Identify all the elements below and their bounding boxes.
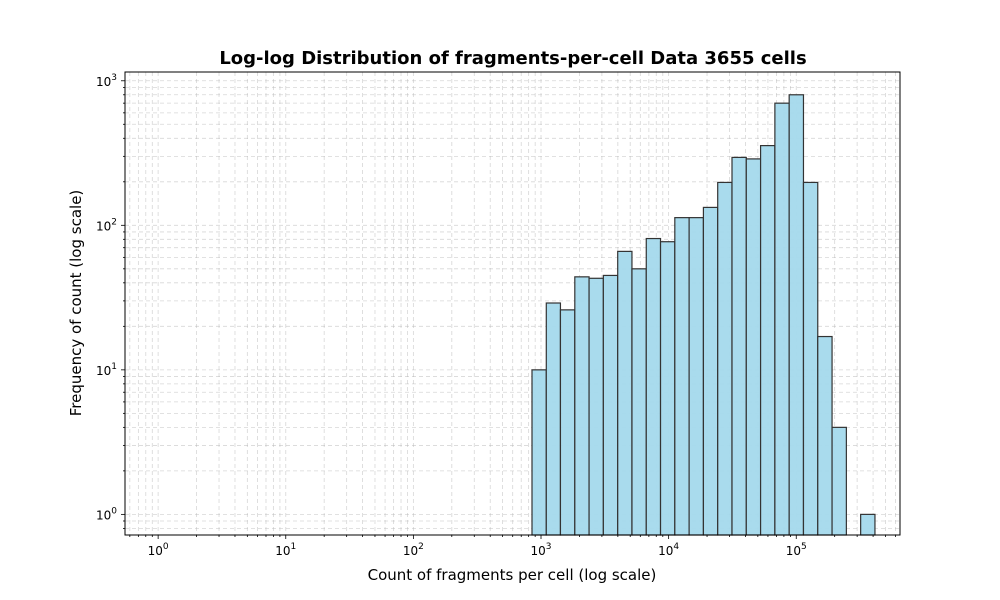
histogram-bar [745, 158, 762, 536]
histogram-bar [860, 513, 876, 536]
histogram-bar [588, 277, 604, 536]
chart-title: Log-log Distribution of fragments-per-ce… [219, 48, 806, 69]
histogram-bar [831, 426, 847, 536]
x-tick-label: 102 [403, 542, 424, 558]
x-tick-label: 105 [786, 542, 807, 558]
y-tick-label: 100 [96, 506, 117, 522]
histogram-bar [531, 369, 547, 536]
x-tick-label: 100 [148, 542, 169, 558]
y-axis-label: Frequency of count (log scale) [67, 190, 85, 417]
x-tick-label: 101 [275, 542, 296, 558]
histogram-bar [659, 241, 676, 536]
histogram-bar [617, 250, 633, 536]
bars [531, 94, 876, 536]
x-tick-label: 103 [530, 542, 551, 558]
y-tick-label: 102 [96, 217, 117, 233]
histogram-bar [559, 309, 576, 536]
y-tick-label: 103 [96, 73, 117, 89]
histogram-bar [674, 217, 690, 536]
histogram-bar [645, 237, 662, 536]
histogram-bar [759, 145, 776, 536]
ticks: 100 101 102 103 104 105 100 101 102 103 [96, 73, 896, 558]
histogram-bar [717, 181, 733, 536]
histogram-bar [731, 156, 747, 536]
histogram-bar [602, 274, 619, 536]
histogram-bar [702, 206, 719, 536]
y-tick-label: 101 [96, 362, 117, 378]
histogram-bar [631, 268, 647, 536]
histogram-bar [802, 181, 819, 536]
x-tick-label: 104 [658, 542, 679, 558]
histogram-bar [688, 217, 705, 536]
histogram-bar [788, 94, 805, 536]
histogram-bar [545, 302, 562, 536]
histogram-bar [574, 276, 590, 536]
x-axis-label: Count of fragments per cell (log scale) [368, 566, 657, 584]
histogram-bar [774, 102, 790, 536]
histogram-bar [817, 335, 833, 536]
